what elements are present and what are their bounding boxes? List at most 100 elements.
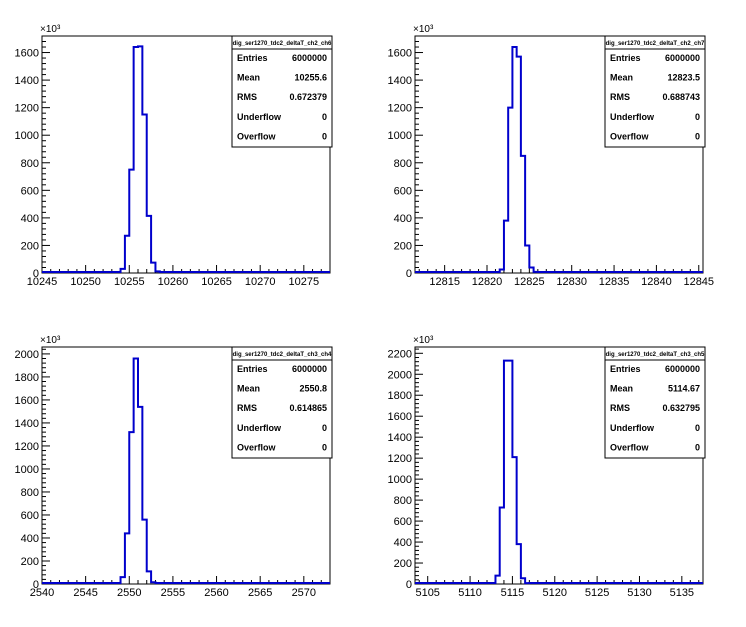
- stats-title: dig_ser1270_tdc2_deltaT_ch3_ch4: [233, 352, 332, 358]
- stats-row-label: Mean: [610, 384, 633, 394]
- y-tick-label: 2000: [15, 349, 39, 361]
- histogram-bin: [121, 269, 125, 273]
- x-tick-label: 5110: [458, 587, 482, 599]
- y-tick-label: 600: [394, 516, 412, 528]
- stats-box: dig_ser1270_tdc2_deltaT_ch2_ch6 Entries 60…: [231, 35, 333, 148]
- histogram-bin: [512, 457, 516, 584]
- histogram-panel-3: 0 200 400 600 800 1000 1200 1400 1600 1800 2000 254…: [15, 335, 333, 599]
- stats-row-value: 0.614865: [289, 403, 327, 413]
- stats-row-value: 0: [695, 423, 700, 433]
- histogram-bin: [147, 216, 151, 273]
- y-tick-label: 1600: [388, 48, 412, 60]
- y-tick-label: 1000: [388, 130, 412, 142]
- stats-row-label: Mean: [237, 384, 260, 394]
- stats-row-value: 0: [322, 442, 327, 452]
- y-tick-label: 200: [21, 240, 39, 252]
- stats-row-label: Overflow: [237, 131, 277, 141]
- histogram-bin: [521, 156, 525, 273]
- y-tick-label: 1800: [15, 372, 39, 384]
- stats-row-value: 0: [322, 131, 327, 141]
- stats-row-label: Entries: [237, 364, 268, 374]
- x-tick-label: 10265: [201, 276, 232, 288]
- histogram-bin: [129, 170, 133, 273]
- stats-row-label: RMS: [237, 403, 257, 413]
- stats-row-value: 10255.6: [294, 73, 327, 83]
- stats-row-value: 0.672379: [289, 92, 327, 102]
- x-tick-label: 5135: [670, 587, 694, 599]
- histogram-bin: [504, 221, 508, 273]
- histogram-panel-4: 0 200 400 600 800 1000 1200 1400 1600 1800 2000 220…: [388, 335, 706, 599]
- x-tick-label: 2570: [292, 587, 316, 599]
- x-tick-label: 5130: [627, 587, 651, 599]
- y-tick-label: 1000: [15, 464, 39, 476]
- histogram-bin: [125, 236, 129, 273]
- x-tick-label: 12830: [556, 276, 587, 288]
- stats-row-label: Underflow: [237, 423, 282, 433]
- stats-row-value: 6000000: [292, 364, 327, 374]
- stats-box: dig_ser1270_tdc2_deltaT_ch2_ch7 Entries 60…: [604, 35, 706, 148]
- x-tick-label: 12820: [472, 276, 503, 288]
- x-tick-label: 2545: [73, 587, 97, 599]
- stats-row-label: Underflow: [610, 112, 655, 122]
- histogram-bin: [500, 270, 504, 273]
- stats-box-frame: [231, 346, 333, 459]
- histogram-bin: [125, 533, 129, 584]
- y-tick-label: 400: [21, 533, 39, 545]
- histogram-bin: [134, 359, 138, 584]
- y-tick-label: 1400: [388, 75, 412, 87]
- stats-title: dig_ser1270_tdc2_deltaT_ch2_ch7: [606, 41, 705, 47]
- histogram-line: [415, 46, 703, 273]
- histogram-panel-1: 0 200 400 600 800 1000 1200 1400 1600 10245 10250 1…: [15, 24, 333, 288]
- histogram-bin: [529, 267, 533, 273]
- stats-row-label: Mean: [610, 73, 633, 83]
- y-tick-label: 0: [33, 579, 39, 591]
- histogram-bin: [155, 271, 159, 273]
- stats-row-value: 6000000: [665, 364, 700, 374]
- histogram-bin: [534, 272, 538, 273]
- x-tick-label: 12825: [514, 276, 545, 288]
- y-tick-label: 200: [394, 240, 412, 252]
- x-tick-label: 2540: [30, 587, 54, 599]
- y-tick-label: 200: [21, 556, 39, 568]
- y-tick-label: 600: [21, 185, 39, 197]
- histogram-bin: [142, 520, 146, 584]
- histogram-bin: [138, 407, 142, 584]
- histogram-bin: [525, 583, 529, 584]
- stats-row-label: RMS: [237, 92, 257, 102]
- y-tick-label: 600: [21, 510, 39, 522]
- histogram-bin: [142, 115, 146, 273]
- histogram-bin: [512, 47, 516, 273]
- x-tick-label: 12835: [599, 276, 630, 288]
- x-tick-label: 12845: [683, 276, 714, 288]
- y-tick-label: 600: [394, 185, 412, 197]
- histogram-panel-2: 0 200 400 600 800 1000 1200 1400 1600 12815 12820 1…: [388, 24, 715, 288]
- y-tick-label: 1000: [15, 130, 39, 142]
- stats-row-value: 0: [695, 112, 700, 122]
- stats-row-label: Overflow: [610, 131, 650, 141]
- y-tick-label: 1200: [15, 103, 39, 115]
- y-exponent-label: ×10³: [413, 24, 434, 35]
- y-tick-label: 800: [21, 487, 39, 499]
- stats-row-value: 0: [322, 112, 327, 122]
- y-tick-label: 1600: [388, 411, 412, 423]
- histogram-bin: [138, 46, 142, 273]
- stats-box-frame: [604, 35, 706, 148]
- histogram-bin: [508, 108, 512, 273]
- y-tick-label: 1800: [388, 390, 412, 402]
- x-tick-label: 2565: [248, 587, 272, 599]
- stats-row-value: 0.688743: [662, 92, 700, 102]
- y-tick-label: 200: [394, 558, 412, 570]
- x-tick-label: 10245: [27, 276, 58, 288]
- histogram-line: [42, 45, 330, 273]
- y-tick-label: 2000: [388, 369, 412, 381]
- y-tick-label: 1400: [15, 75, 39, 87]
- stats-row-value: 6000000: [665, 53, 700, 63]
- histogram-bin: [151, 263, 155, 273]
- y-tick-label: 400: [394, 537, 412, 549]
- x-tick-label: 10255: [114, 276, 145, 288]
- y-tick-label: 800: [394, 495, 412, 507]
- x-tick-label: 12840: [641, 276, 672, 288]
- stats-row-value: 2550.8: [299, 384, 327, 394]
- y-tick-label: 1400: [15, 418, 39, 430]
